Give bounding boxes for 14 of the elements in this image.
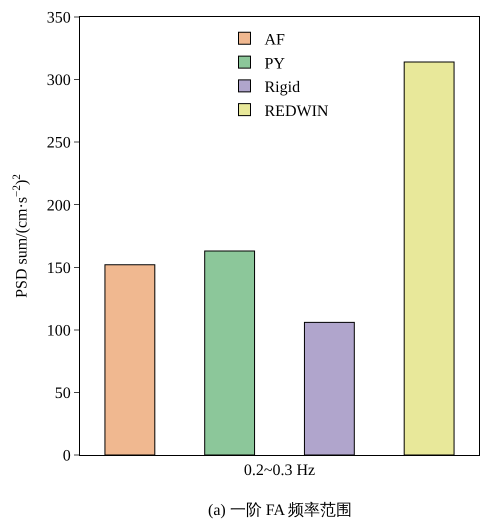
y-tick-label: 200 [46,197,71,214]
y-tick-label: 0 [62,448,71,465]
y-tick-label: 150 [46,260,71,277]
y-tick-label: 300 [46,72,71,90]
legend-label: REDWIN [264,102,329,120]
y-tick-label: 250 [46,134,71,152]
x-tick-label: 0.2~0.3 Hz [244,462,316,480]
legend-label: Rigid [264,79,300,96]
legend-label: PY [264,55,286,72]
y-tick-label: 100 [46,322,71,340]
legend-label: AF [264,32,286,49]
y-tick-label: 50 [54,385,71,402]
text: (a) 一阶 FA 频率范围 [208,501,352,519]
y-tick-label: 350 [46,10,71,27]
